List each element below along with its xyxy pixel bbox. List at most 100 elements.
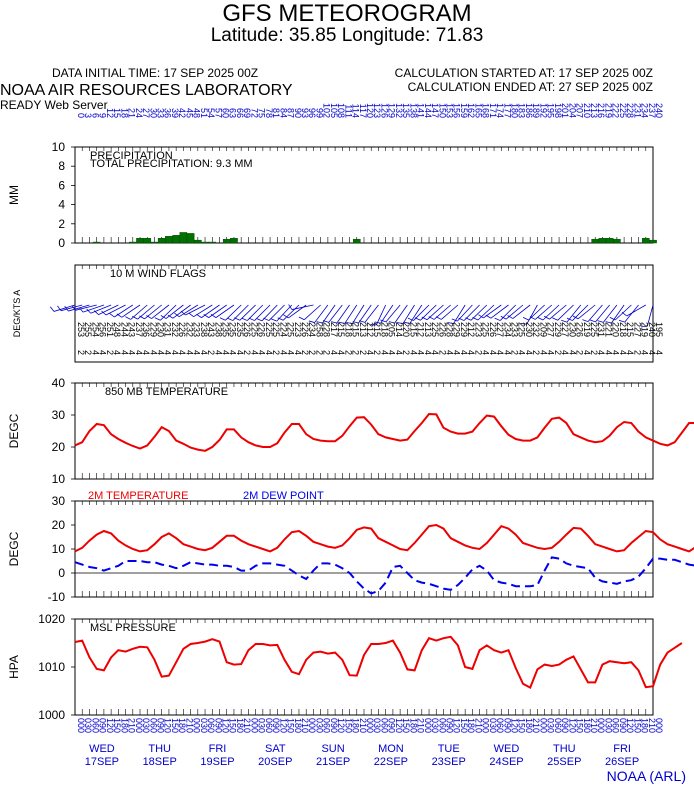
- wind-barb: [132, 315, 138, 320]
- y-tick-label: 6: [58, 178, 65, 192]
- wind-direction-label: 228: [322, 322, 332, 337]
- wind-flag: [577, 304, 596, 320]
- forecast-hour-label: 183: [517, 103, 527, 118]
- panel-frame-3: [74, 500, 654, 598]
- wind-barb: [472, 317, 479, 321]
- wind-direction-label: 226: [300, 322, 310, 337]
- wind-speed-label: 4: [546, 350, 556, 355]
- wind-speed-label: 4: [112, 350, 122, 355]
- wind-speed-label: 4: [213, 350, 223, 355]
- forecast-hour-label: 75: [257, 108, 267, 118]
- wind-flag: [626, 304, 646, 317]
- precip-bar: [208, 241, 217, 244]
- forecast-hour-label: 72: [249, 108, 259, 118]
- valid-time-label: 090: [502, 718, 512, 733]
- server-name: READY Web Server: [0, 98, 108, 112]
- wind-flag: [90, 304, 112, 314]
- wind-flag: [490, 304, 509, 319]
- valid-time-label: 120: [394, 718, 404, 733]
- wind-speed-label: 4: [365, 350, 375, 355]
- wind-barb: [219, 317, 226, 321]
- day-name-label: FRI: [209, 743, 227, 755]
- precip-bar: [605, 237, 614, 244]
- valid-time-label: 030: [430, 718, 440, 733]
- forecast-hour-label: 198: [553, 103, 563, 118]
- valid-time-label: 000: [192, 718, 202, 733]
- valid-time-label: 000: [654, 718, 664, 733]
- wind-speed-label: 4: [98, 350, 108, 355]
- forecast-hour-label: 195: [546, 103, 556, 118]
- wind-speed-label: 4: [560, 350, 570, 355]
- wind-direction-label: 227: [560, 322, 570, 337]
- wind-flag: [426, 304, 444, 321]
- wind-flag: [614, 304, 632, 321]
- valid-time-label: 090: [387, 718, 397, 733]
- valid-time-label: 120: [452, 718, 462, 733]
- wind-barb: [271, 318, 277, 322]
- valid-time-label: 000: [249, 718, 259, 733]
- y-tick-label: 20: [52, 518, 66, 532]
- wind-barb: [435, 316, 442, 320]
- day-name-label: MON: [378, 743, 404, 755]
- wind-flag: [534, 304, 553, 320]
- wind-barb: [203, 313, 209, 318]
- wind-flag: [557, 304, 574, 321]
- valid-time-label: 030: [257, 718, 267, 733]
- wind-flag: [239, 304, 256, 321]
- wind-flag: [282, 304, 300, 321]
- wind-speed-label: 2: [206, 350, 216, 355]
- wind-flag: [144, 304, 162, 320]
- precip-bar: [172, 235, 180, 244]
- wind-direction-label: 223: [293, 322, 303, 337]
- legend-2m-dew-point: 2M DEW POINT: [243, 490, 324, 502]
- precip-bar: [194, 239, 202, 244]
- wind-barb: [561, 319, 568, 323]
- wind-flag: [549, 304, 567, 320]
- wind-speed-label: 4: [221, 350, 231, 355]
- forecast-hour-label: 90: [293, 108, 303, 118]
- wind-flag: [646, 304, 654, 327]
- precip-bar: [613, 238, 621, 244]
- day-name-label: TUE: [438, 743, 460, 755]
- wind-direction-label: 226: [177, 322, 187, 337]
- wind-direction-label: 205: [387, 322, 397, 337]
- valid-time-label: 180: [582, 718, 592, 733]
- data-initial-time: DATA INITIAL TIME: 17 SEP 2025 00Z: [52, 66, 259, 80]
- wind-direction-label: 224: [278, 322, 288, 337]
- day-date-label: 18SEP: [143, 756, 177, 768]
- precip-bar: [641, 237, 650, 244]
- wind-direction-label: 213: [358, 322, 368, 337]
- wind-flag: [225, 304, 242, 321]
- wind-barb: [572, 315, 579, 320]
- wind-barb: [109, 313, 115, 318]
- wind-flag: [420, 304, 437, 321]
- wind-direction-label: 226: [242, 322, 252, 337]
- wind-barb: [582, 319, 589, 322]
- wind-barb: [447, 322, 454, 325]
- wind-direction-label: 235: [228, 322, 238, 337]
- wind-barb: [86, 308, 92, 314]
- precip-bar: [222, 238, 231, 244]
- wind-flag: [68, 304, 90, 312]
- wind-flag: [151, 304, 170, 319]
- wind-barb: [263, 317, 270, 321]
- valid-time-label: 030: [603, 718, 613, 733]
- wind-barb: [428, 316, 435, 320]
- wind-speed-label: 4: [134, 350, 144, 355]
- wind-direction-label: 215: [372, 322, 382, 337]
- wind-direction-label: 225: [430, 322, 440, 337]
- y-tick-label: -10: [48, 590, 66, 604]
- wind-barb: [241, 317, 248, 321]
- wind-direction-label: 218: [618, 322, 628, 337]
- wind-speed-label: 4: [423, 350, 433, 355]
- wind-direction-label: 248: [112, 322, 122, 337]
- forecast-hour-label: 81: [271, 108, 281, 118]
- wind-direction-label: 234: [502, 322, 512, 337]
- noaa-credit: NOAA (ARL): [606, 768, 686, 784]
- forecast-hour-label: 126: [379, 103, 389, 118]
- wind-flag: [105, 304, 126, 316]
- forecast-hour-label: 225: [618, 103, 628, 118]
- wind-speed-label: 4: [603, 350, 613, 355]
- temp-850mb-line: [74, 412, 694, 452]
- valid-time-label: 090: [271, 718, 281, 733]
